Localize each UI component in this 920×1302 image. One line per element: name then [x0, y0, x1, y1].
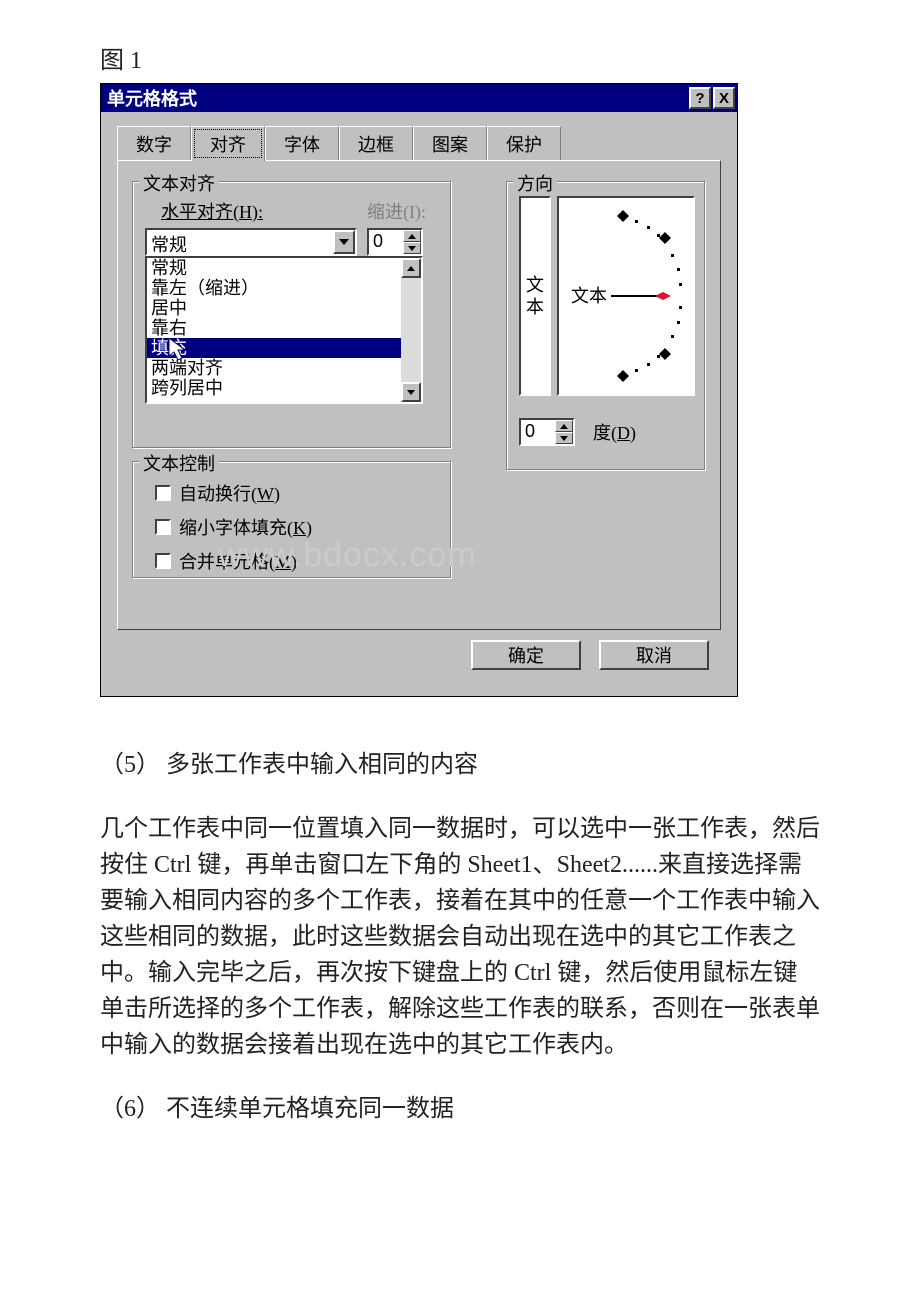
- halign-option[interactable]: 常规: [147, 258, 401, 278]
- halign-option[interactable]: 靠右: [147, 318, 401, 338]
- scroll-track[interactable]: [401, 278, 421, 382]
- degree-down-button[interactable]: [555, 432, 573, 444]
- vertical-text-char: 本: [526, 296, 544, 318]
- halign-option[interactable]: 居中: [147, 298, 401, 318]
- checkbox-merge-label: 合并单元格(M): [179, 548, 297, 574]
- halign-dropdown-list[interactable]: 常规 靠左（缩进） 居中 靠右 填充 两端对齐 跨列居中: [145, 256, 423, 404]
- dial-svg: 文本: [559, 198, 693, 394]
- tab-protect[interactable]: 保护: [487, 126, 561, 161]
- checkbox-box-icon: [155, 519, 171, 535]
- scroll-up-button[interactable]: [401, 258, 421, 278]
- halign-option[interactable]: 两端对齐: [147, 358, 401, 378]
- help-button[interactable]: ?: [689, 87, 711, 109]
- checkbox-wrap[interactable]: 自动换行(W): [155, 480, 451, 506]
- degree-value: 0: [521, 420, 555, 444]
- close-button[interactable]: X: [713, 87, 735, 109]
- svg-text:文本: 文本: [571, 286, 607, 306]
- halign-value: 常规: [147, 230, 333, 254]
- indent-spinner-buttons: [403, 230, 421, 254]
- panel-columns: 文本对齐 水平对齐(H): 缩进(I): 常规: [132, 173, 706, 579]
- button-row: 确定 取消: [117, 630, 721, 682]
- figure-caption: 图 1: [100, 40, 920, 75]
- indent-value: 0: [369, 230, 403, 254]
- left-column: 文本对齐 水平对齐(H): 缩进(I): 常规: [132, 173, 492, 579]
- group-direction: 方向 文 本 文本: [506, 181, 706, 471]
- checkbox-wrap-label: 自动换行(W): [179, 480, 280, 506]
- degree-spinner-buttons: [555, 420, 573, 444]
- indent-up-button[interactable]: [403, 230, 421, 242]
- group-direction-label: 方向: [513, 170, 557, 196]
- page: 图 1 单元格格式 ? X 数字 对齐 字体 边框 图案 保护: [0, 40, 920, 1127]
- tab-border[interactable]: 边框: [339, 126, 413, 161]
- cancel-button[interactable]: 取消: [599, 640, 709, 670]
- titlebar-text: 单元格格式: [107, 85, 687, 111]
- halign-option[interactable]: 靠左（缩进）: [147, 278, 401, 298]
- indent-spinner[interactable]: 0: [367, 228, 423, 256]
- ok-button[interactable]: 确定: [471, 640, 581, 670]
- degree-spinner[interactable]: 0: [519, 418, 575, 446]
- orientation-dial[interactable]: 文本: [557, 196, 695, 396]
- vertical-text-char: 文: [526, 274, 544, 296]
- vertical-text-button[interactable]: 文 本: [519, 196, 551, 396]
- tab-font[interactable]: 字体: [265, 126, 339, 161]
- degree-up-button[interactable]: [555, 420, 573, 432]
- tab-panel-alignment: 文本对齐 水平对齐(H): 缩进(I): 常规: [117, 160, 721, 630]
- checkbox-merge[interactable]: 合并单元格(M): [155, 548, 451, 574]
- checkbox-box-icon: [155, 553, 171, 569]
- halign-option-selected[interactable]: 填充: [147, 338, 401, 358]
- group-text-align-label: 文本对齐: [139, 170, 219, 196]
- tab-alignment[interactable]: 对齐: [191, 126, 265, 161]
- heading-5: （5） 多张工作表中输入相同的内容: [100, 747, 820, 783]
- paragraph-5: 几个工作表中同一位置填入同一数据时，可以选中一张工作表，然后按住 Ctrl 键，…: [100, 811, 820, 1063]
- checkbox-box-icon: [155, 485, 171, 501]
- indent-label: 缩进(I):: [367, 198, 426, 224]
- document-text: （5） 多张工作表中输入相同的内容 几个工作表中同一位置填入同一数据时，可以选中…: [100, 747, 820, 1127]
- group-text-control: 文本控制 自动换行(W) 缩小字体填充(K): [132, 461, 452, 579]
- listbox-scrollbar[interactable]: [401, 258, 421, 402]
- tab-pattern[interactable]: 图案: [413, 126, 487, 161]
- heading-6: （6） 不连续单元格填充同一数据: [100, 1091, 820, 1127]
- degree-row: 0: [519, 418, 636, 446]
- checkbox-shrink-label: 缩小字体填充(K): [179, 514, 312, 540]
- halign-label: 水平对齐(H):: [161, 198, 263, 224]
- group-text-align: 文本对齐 水平对齐(H): 缩进(I): 常规: [132, 181, 452, 449]
- halign-options: 常规 靠左（缩进） 居中 靠右 填充 两端对齐 跨列居中: [147, 258, 401, 402]
- dialog-wrap: 单元格格式 ? X 数字 对齐 字体 边框 图案 保护: [100, 83, 920, 697]
- halign-combobox[interactable]: 常规: [145, 228, 357, 256]
- checkbox-shrink[interactable]: 缩小字体填充(K): [155, 514, 451, 540]
- tab-number[interactable]: 数字: [117, 126, 191, 161]
- orientation-controls: 文 本 文本: [519, 196, 695, 396]
- scroll-down-button[interactable]: [401, 382, 421, 402]
- cell-format-dialog: 单元格格式 ? X 数字 对齐 字体 边框 图案 保护: [100, 83, 738, 697]
- group-text-control-label: 文本控制: [139, 450, 219, 476]
- titlebar: 单元格格式 ? X: [101, 84, 737, 112]
- indent-down-button[interactable]: [403, 242, 421, 254]
- right-column: 方向 文 本 文本: [492, 173, 706, 579]
- titlebar-buttons: ? X: [687, 87, 735, 109]
- dialog-body: 数字 对齐 字体 边框 图案 保护 文本对齐 水平对齐(H):: [101, 112, 737, 696]
- degree-label: 度(D): [593, 419, 636, 445]
- tabbar: 数字 对齐 字体 边框 图案 保护: [117, 126, 721, 161]
- dropdown-arrow-icon[interactable]: [333, 230, 355, 254]
- halign-option[interactable]: 跨列居中: [147, 378, 401, 398]
